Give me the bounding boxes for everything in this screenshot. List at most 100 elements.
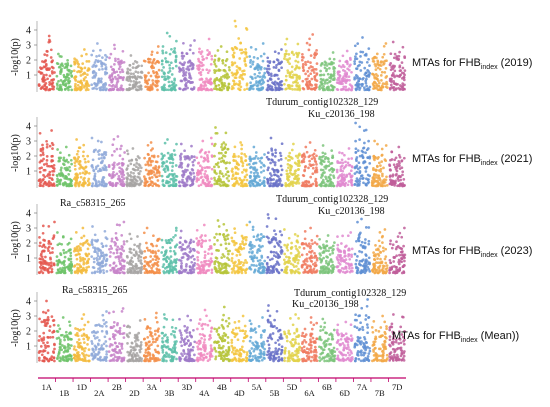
snp-point [163,75,166,78]
snp-point [269,78,273,81]
snp-point [389,182,392,186]
snp-point [315,258,319,262]
snp-point [83,84,87,88]
snp-point [210,142,214,146]
snp-point [249,174,252,178]
snp-point [324,61,328,65]
snp-point [184,240,188,244]
snp-point [191,182,195,186]
snp-point [373,139,376,143]
snp-point [248,244,252,247]
snp-point [110,247,114,250]
snp-point [63,266,67,269]
snp-point [117,62,121,66]
snp-point [154,165,158,168]
snp-point [344,88,348,91]
snp-point [102,82,106,86]
snp-point [160,174,164,178]
snp-point [79,270,83,274]
snp-point [113,243,117,247]
snp-point [336,161,340,164]
snp-point [242,243,246,247]
snp-point [389,79,393,82]
snp-point [175,142,178,146]
snp-point [276,184,280,188]
snp-point [373,180,377,183]
snp-point [50,160,53,163]
snp-point [213,176,216,180]
snp-point [67,81,70,85]
snp-point [364,183,368,187]
snp-point [40,250,44,253]
snp-point [134,70,138,74]
snp-point [120,59,123,63]
snp-point [41,60,44,63]
snp-point [323,171,326,174]
snp-point [358,171,361,175]
snp-point [347,253,351,256]
snp-point [165,256,169,259]
snp-point [345,59,349,63]
snp-point [258,179,262,182]
snp-point [97,267,100,271]
snp-point [356,42,360,45]
snp-point [321,271,325,275]
snp-point [65,75,68,79]
snp-point [368,262,371,266]
snp-point [209,183,213,187]
snp-point [241,240,244,243]
snp-point [305,41,309,45]
snp-point [372,251,375,254]
snp-point [95,256,99,260]
snp-point [397,74,400,78]
snp-point [305,266,309,270]
snp-point [133,271,136,275]
snp-point [348,56,352,60]
snp-point [96,164,100,168]
snp-point [307,48,311,52]
snp-point [38,184,42,188]
snp-point [336,265,340,268]
snp-point [202,223,206,227]
snp-point [371,57,375,60]
snp-point [311,172,315,176]
snp-point [198,164,202,168]
snp-point [381,271,385,274]
snp-point [377,161,381,165]
snp-point [116,135,120,138]
snp-point [280,48,283,51]
snp-point [372,265,376,269]
snp-point [217,78,221,82]
snp-point [323,152,327,156]
snp-point [249,46,253,49]
snp-point [91,225,94,228]
snp-point [129,178,132,182]
snp-point [360,240,364,244]
snp-point [153,173,156,177]
snp-point [200,61,203,65]
snp-point [67,153,71,157]
snp-point [371,59,375,63]
snp-point [53,71,56,74]
snp-point [64,62,67,66]
snp-point [318,87,321,91]
snp-point [260,256,264,259]
snp-point [134,262,138,266]
snp-point [230,236,234,240]
snp-point [241,236,245,240]
snp-point [47,262,51,265]
snp-point [329,162,332,166]
snp-point [349,174,353,178]
snp-point [171,165,174,168]
snp-point [126,172,130,175]
snp-point [168,34,172,38]
snp-point [40,66,44,70]
snp-point [182,77,186,81]
snp-point [304,270,307,273]
snp-point [105,71,109,75]
snp-point [41,231,45,235]
snp-point [204,234,207,237]
snp-point [282,258,286,262]
snp-point [118,70,122,74]
snp-point [328,168,331,172]
